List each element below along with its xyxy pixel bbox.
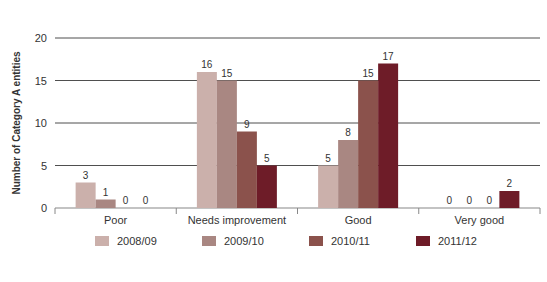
y-tick-label: 10 (35, 117, 47, 129)
grid-line (55, 165, 540, 166)
legend-swatch (95, 236, 109, 246)
bar (197, 72, 217, 208)
grid-line (55, 123, 540, 124)
bar (459, 208, 479, 209)
bars (76, 64, 520, 209)
bar (318, 166, 338, 209)
legend-label: 2011/12 (438, 235, 477, 247)
bar (76, 183, 96, 209)
y-tick-label: 5 (41, 160, 47, 172)
category-separator (55, 208, 56, 214)
bar (378, 64, 398, 209)
chart-svg: 05101520Number of Category A entities310… (0, 0, 547, 282)
bar (116, 208, 136, 209)
data-label: 8 (345, 127, 351, 138)
category-separator (176, 208, 177, 214)
bar (358, 81, 378, 209)
x-tick-label: Good (345, 214, 372, 226)
bar (479, 208, 499, 209)
category-separator (418, 208, 419, 214)
chart-container: 05101520Number of Category A entities310… (0, 0, 547, 282)
bar (257, 166, 277, 209)
grid-line (55, 80, 540, 81)
data-label: 1 (103, 187, 109, 198)
data-label: 0 (447, 195, 453, 206)
legend-label: 2010/11 (331, 235, 370, 247)
legend: 2008/09 2009/10 2010/11 2011/12 (95, 235, 477, 247)
data-label: 0 (467, 195, 473, 206)
data-label: 0 (487, 195, 493, 206)
data-label: 15 (221, 68, 233, 79)
grid-line (55, 38, 540, 39)
data-label: 17 (383, 51, 395, 62)
bar (439, 208, 459, 209)
data-label: 3 (83, 170, 89, 181)
legend-swatch (416, 236, 430, 246)
y-tick-label: 20 (35, 32, 47, 44)
data-label: 5 (264, 153, 270, 164)
legend-swatch (309, 236, 323, 246)
legend-swatch (202, 236, 216, 246)
bar (499, 191, 519, 208)
bar (217, 81, 237, 209)
category-separator (297, 208, 298, 214)
data-label: 5 (325, 153, 331, 164)
y-axis-title: Number of Category A entities (11, 51, 22, 195)
legend-label: 2008/09 (117, 235, 157, 247)
data-label: 2 (507, 178, 513, 189)
bar (338, 140, 358, 208)
data-label: 15 (363, 68, 375, 79)
x-tick-label: Poor (104, 214, 128, 226)
grid (55, 38, 540, 208)
y-tick-label: 0 (41, 202, 47, 214)
bar (96, 200, 116, 209)
x-tick-label: Very good (455, 214, 505, 226)
data-label: 0 (123, 195, 129, 206)
x-tick-label: Needs improvement (188, 214, 286, 226)
data-labels: 3 1 0 0 16 15 9 5 5 8 15 17 0 0 0 2 (83, 51, 513, 207)
bar (237, 132, 257, 209)
legend-label: 2009/10 (224, 235, 264, 247)
category-separator (540, 208, 541, 214)
bar (136, 208, 156, 209)
data-label: 16 (201, 59, 213, 70)
data-label: 9 (244, 119, 250, 130)
data-label: 0 (143, 195, 149, 206)
y-tick-label: 15 (35, 75, 47, 87)
y-axis-line (55, 38, 56, 208)
